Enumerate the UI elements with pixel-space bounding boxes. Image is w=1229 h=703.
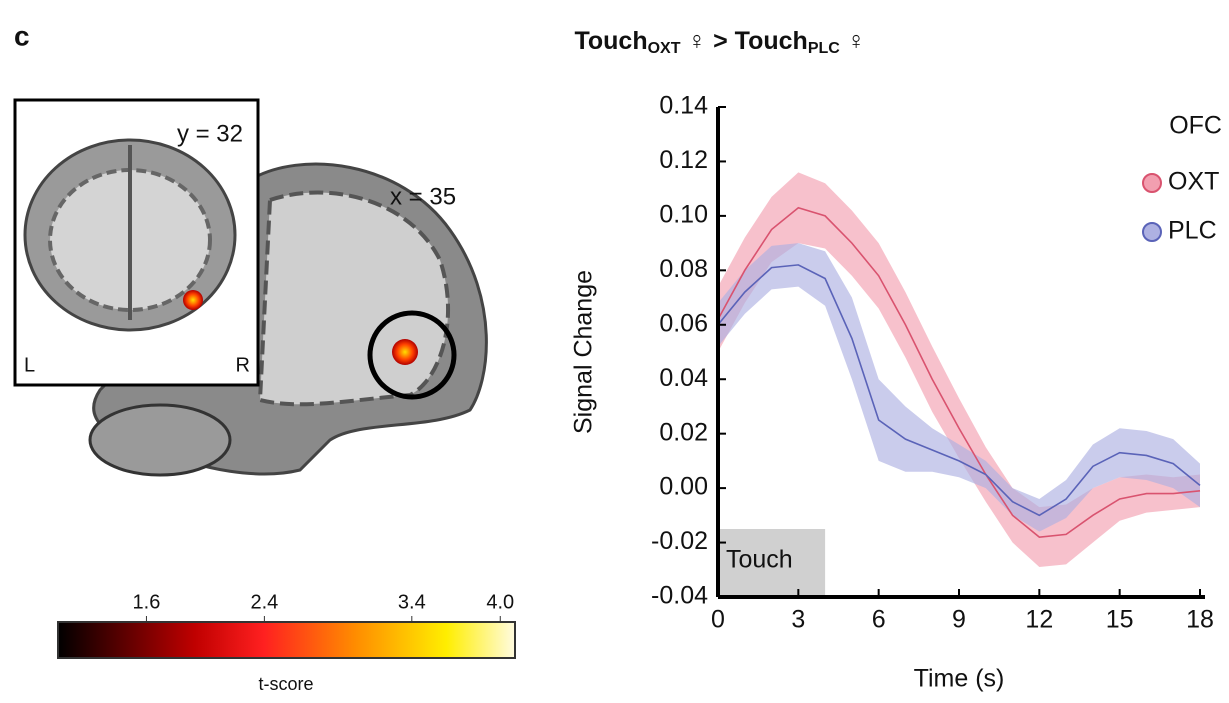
colorbar-label: t-score xyxy=(258,674,313,694)
colorbar-tick-label: 3.4 xyxy=(398,591,426,613)
title-part: PLC xyxy=(808,40,840,57)
x-tick-label: 3 xyxy=(791,606,805,634)
series-line xyxy=(717,206,1201,538)
colorbar-tick-label: 1.6 xyxy=(133,591,161,613)
title-part: OXT xyxy=(648,40,681,57)
y-tick-label: 0.00 xyxy=(659,473,708,501)
error-band xyxy=(718,243,1200,532)
series-line xyxy=(717,264,1201,517)
coronal-inset xyxy=(13,98,260,387)
legend-marker xyxy=(1142,173,1162,193)
error-band xyxy=(718,172,1200,568)
panel-label: c xyxy=(14,20,30,51)
y-tick-label: 0.10 xyxy=(659,200,708,228)
side-label: R xyxy=(236,354,250,376)
y-tick-label: 0.08 xyxy=(659,255,708,283)
colorbar-tick-label: 2.4 xyxy=(250,591,278,613)
y-tick-label: -0.02 xyxy=(651,527,708,555)
y-axis-label: Signal Change xyxy=(570,270,598,434)
legend-title: OFC xyxy=(1169,112,1222,140)
y-tick-label: -0.04 xyxy=(651,582,708,610)
x-tick-label: 15 xyxy=(1106,606,1134,634)
y-tick-label: 0.06 xyxy=(659,309,708,337)
y-tick-label: 0.04 xyxy=(659,364,708,392)
x-tick-label: 12 xyxy=(1025,606,1053,634)
y-tick-label: 0.12 xyxy=(659,146,708,174)
legend-label: OXT xyxy=(1168,168,1219,196)
x-tick-label: 9 xyxy=(952,606,966,634)
y-tick-label: 0.02 xyxy=(659,418,708,446)
colorbar-tick-label: 4.0 xyxy=(486,591,514,613)
legend-marker xyxy=(1142,222,1162,242)
touch-box xyxy=(718,529,826,597)
sagittal-brain xyxy=(88,162,488,477)
x-tick-label: 18 xyxy=(1186,606,1214,634)
annotation: Touch xyxy=(726,546,793,574)
inset-label: y = 32 xyxy=(177,120,243,147)
title-part: ♀ xyxy=(840,27,866,55)
legend-label: PLC xyxy=(1168,217,1217,245)
x-axis-label: Time (s) xyxy=(914,665,1005,693)
x-tick-label: 0 xyxy=(711,606,725,634)
title: TouchOXT ♀ > TouchPLC ♀ xyxy=(574,27,865,58)
x-tick-label: 6 xyxy=(872,606,886,634)
side-label: L xyxy=(24,354,35,376)
title-part: ♀ > Touch xyxy=(681,27,808,55)
colorbar xyxy=(57,621,516,659)
title-part: Touch xyxy=(574,27,647,55)
y-tick-label: 0.14 xyxy=(659,92,708,120)
slice-label: x = 35 xyxy=(390,183,456,210)
